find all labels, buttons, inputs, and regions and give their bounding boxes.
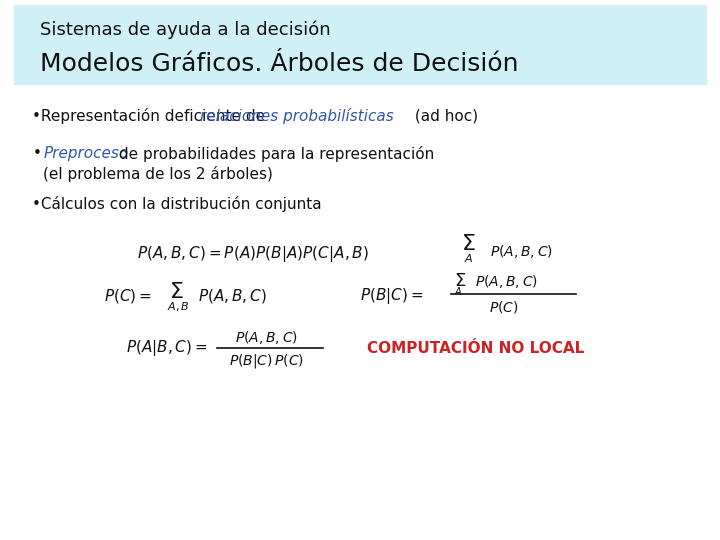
Text: $P(B|C){=}$: $P(B|C){=}$ <box>360 286 423 306</box>
Text: Modelos Gráficos. Árboles de Decisión: Modelos Gráficos. Árboles de Decisión <box>40 52 518 76</box>
Text: •Cálculos con la distribución conjunta: •Cálculos con la distribución conjunta <box>32 196 322 212</box>
Text: Preproceso: Preproceso <box>43 146 128 161</box>
Text: de probabilidades para la representación: de probabilidades para la representación <box>114 146 434 162</box>
Text: $P(C){=}$: $P(C){=}$ <box>104 287 152 305</box>
Text: $P(A,B,C){=}P(A)P(B|A)P(C|A,B)$: $P(A,B,C){=}P(A)P(B|A)P(C|A,B)$ <box>137 244 369 264</box>
Text: $\Sigma$: $\Sigma$ <box>461 234 475 254</box>
Text: COMPUTACIÓN NO LOCAL: COMPUTACIÓN NO LOCAL <box>367 341 585 356</box>
Text: $\Sigma$: $\Sigma$ <box>169 281 184 302</box>
FancyBboxPatch shape <box>14 5 706 84</box>
Text: $P(A,B,C)$: $P(A,B,C)$ <box>475 273 538 291</box>
Text: •Representación deficiente de: •Representación deficiente de <box>32 108 271 124</box>
Text: $P(C)$: $P(C)$ <box>489 299 519 315</box>
Text: $\Sigma$: $\Sigma$ <box>454 272 466 290</box>
Text: $A$: $A$ <box>454 285 462 296</box>
Text: Sistemas de ayuda a la decisión: Sistemas de ayuda a la decisión <box>40 21 330 39</box>
Text: $P(A|B,C){=}$: $P(A|B,C){=}$ <box>126 338 207 359</box>
Text: (ad hoc): (ad hoc) <box>410 109 479 124</box>
Text: $P(A,B,C)$: $P(A,B,C)$ <box>235 329 298 346</box>
Text: (el problema de los 2 árboles): (el problema de los 2 árboles) <box>43 166 273 182</box>
Text: $P(A,B,C)$: $P(A,B,C)$ <box>198 287 267 305</box>
Text: relaciones probabilísticas: relaciones probabilísticas <box>200 108 394 124</box>
Text: $A$: $A$ <box>464 252 474 264</box>
Text: $P(A,B,C)$: $P(A,B,C)$ <box>490 242 552 260</box>
Text: $P(B|C)\,P(C)$: $P(B|C)\,P(C)$ <box>229 352 304 370</box>
Text: •: • <box>32 146 41 161</box>
Text: $A,B$: $A,B$ <box>167 300 190 313</box>
